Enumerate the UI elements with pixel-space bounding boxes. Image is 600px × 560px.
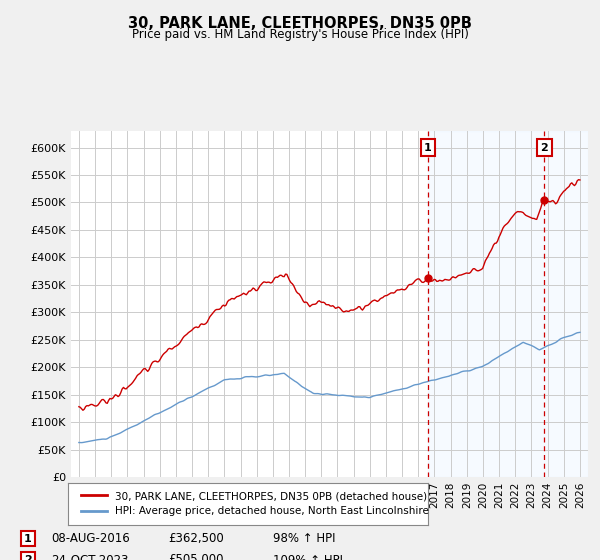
Legend: 30, PARK LANE, CLEETHORPES, DN35 0PB (detached house), HPI: Average price, detac: 30, PARK LANE, CLEETHORPES, DN35 0PB (de…: [77, 487, 433, 520]
Text: Price paid vs. HM Land Registry's House Price Index (HPI): Price paid vs. HM Land Registry's House …: [131, 28, 469, 41]
Text: 2: 2: [24, 555, 32, 560]
Text: 30, PARK LANE, CLEETHORPES, DN35 0PB: 30, PARK LANE, CLEETHORPES, DN35 0PB: [128, 16, 472, 31]
Text: 1: 1: [24, 534, 32, 544]
Text: 24-OCT-2023: 24-OCT-2023: [51, 553, 128, 560]
Text: 2: 2: [541, 142, 548, 152]
Text: 98% ↑ HPI: 98% ↑ HPI: [273, 532, 335, 545]
Text: 08-AUG-2016: 08-AUG-2016: [51, 532, 130, 545]
Text: 109% ↑ HPI: 109% ↑ HPI: [273, 553, 343, 560]
Text: £505,000: £505,000: [168, 553, 224, 560]
Text: £362,500: £362,500: [168, 532, 224, 545]
Text: 1: 1: [424, 142, 432, 152]
Bar: [428, 131, 588, 477]
